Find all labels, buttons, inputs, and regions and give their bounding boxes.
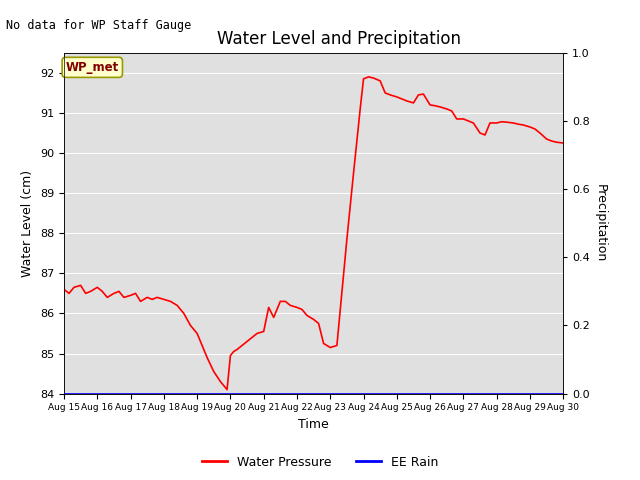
Text: WP_met: WP_met bbox=[66, 61, 119, 74]
X-axis label: Time: Time bbox=[298, 418, 329, 431]
Y-axis label: Water Level (cm): Water Level (cm) bbox=[22, 169, 35, 277]
Text: No data for WP Staff Gauge: No data for WP Staff Gauge bbox=[6, 19, 191, 32]
Y-axis label: Precipitation: Precipitation bbox=[594, 184, 607, 263]
Title: Water Level and Precipitation: Water Level and Precipitation bbox=[216, 30, 461, 48]
Legend: Water Pressure, EE Rain: Water Pressure, EE Rain bbox=[196, 451, 444, 474]
